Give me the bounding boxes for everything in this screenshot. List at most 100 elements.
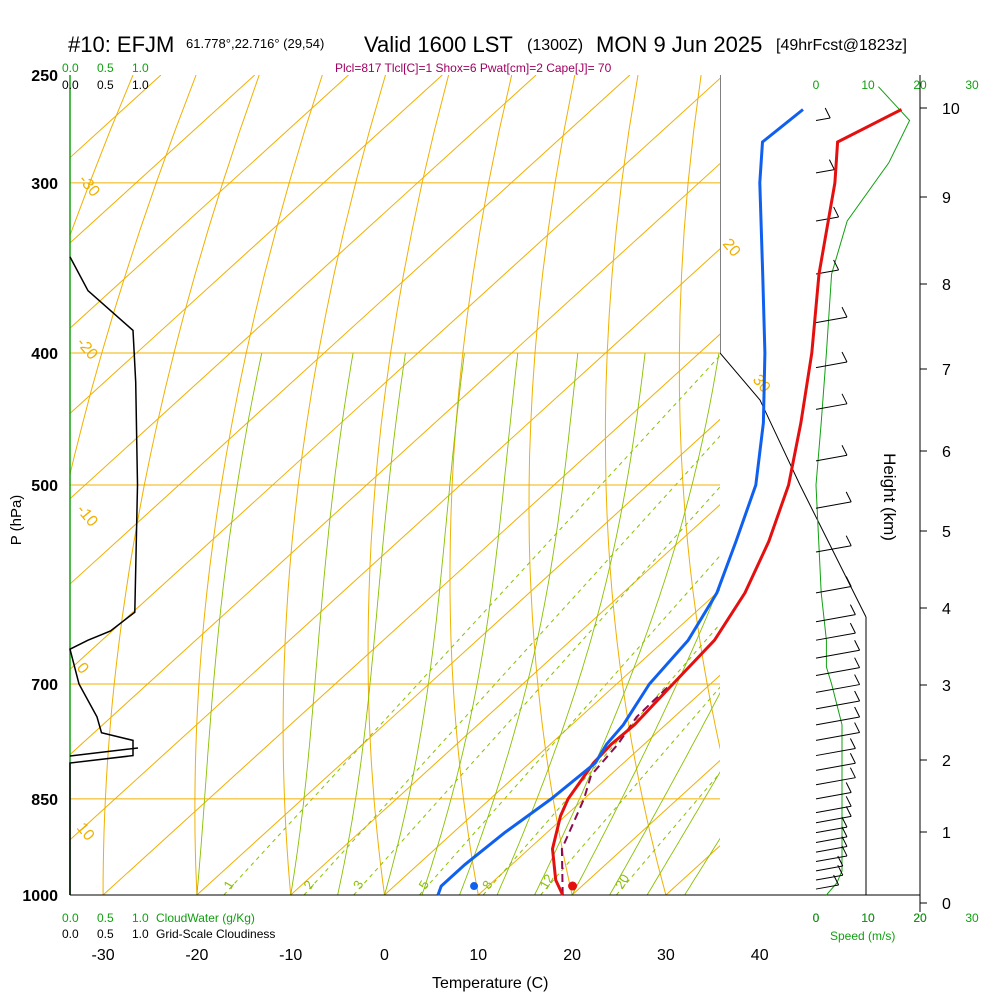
- speed-tick: 20: [913, 78, 927, 92]
- wind-barb-flag: [833, 206, 840, 218]
- dry-adiabat-line: [751, 75, 854, 895]
- cloudwater-top-ticks: 0.0 0.5 1.0: [62, 61, 149, 75]
- dry-adiabat-line: [953, 75, 1000, 895]
- wind-barb: [815, 684, 860, 693]
- x-axis-title: Temperature (C): [432, 975, 548, 992]
- dry-adiabat-line: [70, 75, 197, 477]
- wind-barb: [815, 361, 848, 369]
- moist-adiabat-line: [496, 352, 646, 895]
- mixing-ratio-label: 1: [220, 878, 237, 892]
- height-tick: 4: [942, 601, 951, 618]
- wind-barb-flag: [849, 622, 856, 634]
- wind-barb: [815, 632, 856, 641]
- wind-barb-flag: [845, 782, 852, 793]
- moist-adiabat-line: [290, 352, 354, 895]
- height-tick: 8: [942, 277, 951, 294]
- isotherm-line: [70, 75, 349, 329]
- wind-barb: [815, 732, 860, 741]
- dewpoint-curve: [436, 108, 804, 896]
- speed-tick: 0: [813, 78, 820, 92]
- wind-barb-flag: [854, 640, 861, 651]
- wind-barb-flag: [854, 706, 861, 718]
- header: #10: EFJM 61.778°,22.716° (29,54) Valid …: [68, 32, 907, 75]
- speed-tick: 30: [965, 78, 979, 92]
- speed-tick: 10: [861, 78, 875, 92]
- isotherm-label: -20: [73, 335, 101, 364]
- temperature-tick: 0: [380, 947, 389, 964]
- height-tick: 7: [942, 362, 951, 379]
- dry-adiabat-line: [282, 75, 386, 895]
- temperature-tick: -20: [185, 947, 208, 964]
- isotherm-label: 20: [719, 236, 744, 261]
- mixing-ratio-line: [482, 623, 720, 895]
- pressure-tick: 300: [31, 176, 58, 193]
- speed-tick: 20: [913, 911, 927, 925]
- temperature-tick: 30: [657, 947, 675, 964]
- wind-barb: [815, 826, 848, 834]
- wind-barb: [815, 545, 852, 553]
- cloudiness-top-ticks: 0.0 0.5 1.0: [62, 78, 149, 92]
- speed-top-ticks-green: 0 10 20 30: [813, 78, 979, 92]
- sounding-params: Plcl=817 Tlcl[C]=1 Shox=6 Pwat[cm]=2 Cap…: [335, 61, 612, 75]
- cloudiness-tick: 1.0: [132, 78, 149, 92]
- pressure-tick-labels: 250 300 400 500 700 850 1000: [22, 68, 58, 905]
- cloudiness-tick: 1.0: [132, 927, 149, 941]
- wind-barb: [815, 454, 848, 462]
- speed-tick: 0: [813, 911, 820, 925]
- temperature-tick: 20: [563, 947, 581, 964]
- temperature-tick: -30: [92, 947, 115, 964]
- wind-barb-flag: [841, 816, 848, 828]
- wind-barb-flag: [849, 767, 856, 778]
- surface-temperature-dot: [568, 881, 578, 891]
- wind-barb: [815, 777, 856, 786]
- dry-adiabat-line: [102, 75, 260, 895]
- pressure-tick: 250: [31, 68, 58, 85]
- isotherm-line: [290, 504, 720, 895]
- cloudiness-bottom-ticks: 0.0 0.5 1.0: [62, 927, 149, 941]
- wind-barb-flag: [854, 674, 861, 685]
- cloudiness-tick: 0.5: [97, 78, 114, 92]
- isotherm-label: 30: [749, 372, 774, 397]
- isotherm-line: [70, 75, 256, 244]
- moist-adiabat-line: [646, 771, 720, 895]
- speed-tick: 20: [913, 911, 927, 925]
- wind-barb-flag: [833, 259, 840, 271]
- speed-label: Speed (m/s): [830, 929, 895, 943]
- wind-barb-flag: [845, 806, 852, 817]
- upper-right-guide-lines: [720, 75, 867, 895]
- cloudiness-tick: 0.5: [97, 927, 114, 941]
- dry-adiabat-line: [528, 75, 576, 895]
- mixing-ratio-line: [419, 554, 720, 895]
- height-tick: 3: [942, 678, 951, 695]
- mixing-ratio-line: [223, 354, 720, 895]
- wind-barb: [815, 117, 831, 122]
- height-tick: 6: [942, 444, 951, 461]
- temperature-tick-labels: -30 -20 -10 0 10 20 30 40: [92, 947, 769, 964]
- wind-barb: [815, 403, 848, 410]
- y-axis-title: P (hPa): [8, 495, 25, 546]
- pressure-tick: 500: [31, 478, 58, 495]
- isotherm-label: -10: [73, 502, 101, 531]
- dry-adiabat-line: [678, 75, 720, 750]
- wind-barb: [815, 716, 860, 726]
- temperature-tick: 40: [751, 947, 769, 964]
- isotherm-line: [854, 75, 1000, 895]
- wind-barb: [815, 614, 856, 623]
- isotherm-line: [384, 589, 720, 895]
- wind-barb-flag: [845, 576, 852, 587]
- forecast-info: [49hrFcst@1823z]: [776, 37, 907, 54]
- wind-barb: [815, 836, 848, 843]
- cloudwater-label: CloudWater (g/Kg): [156, 911, 255, 925]
- cloudwater-tick: 0.0: [62, 911, 79, 925]
- moist-adiabat-line: [384, 352, 465, 895]
- wind-barb-flag: [841, 826, 848, 838]
- wind-barb: [815, 700, 860, 710]
- height-axis-title: Height (km): [880, 453, 899, 541]
- wind-barb: [815, 855, 848, 863]
- cloudwater-tick: 0.5: [97, 61, 114, 75]
- height-tick: 1: [942, 825, 951, 842]
- mixing-ratio-line: [353, 486, 720, 895]
- mixing-ratio-line: [303, 435, 720, 895]
- wind-barb: [815, 792, 852, 800]
- wind-barb: [815, 169, 835, 174]
